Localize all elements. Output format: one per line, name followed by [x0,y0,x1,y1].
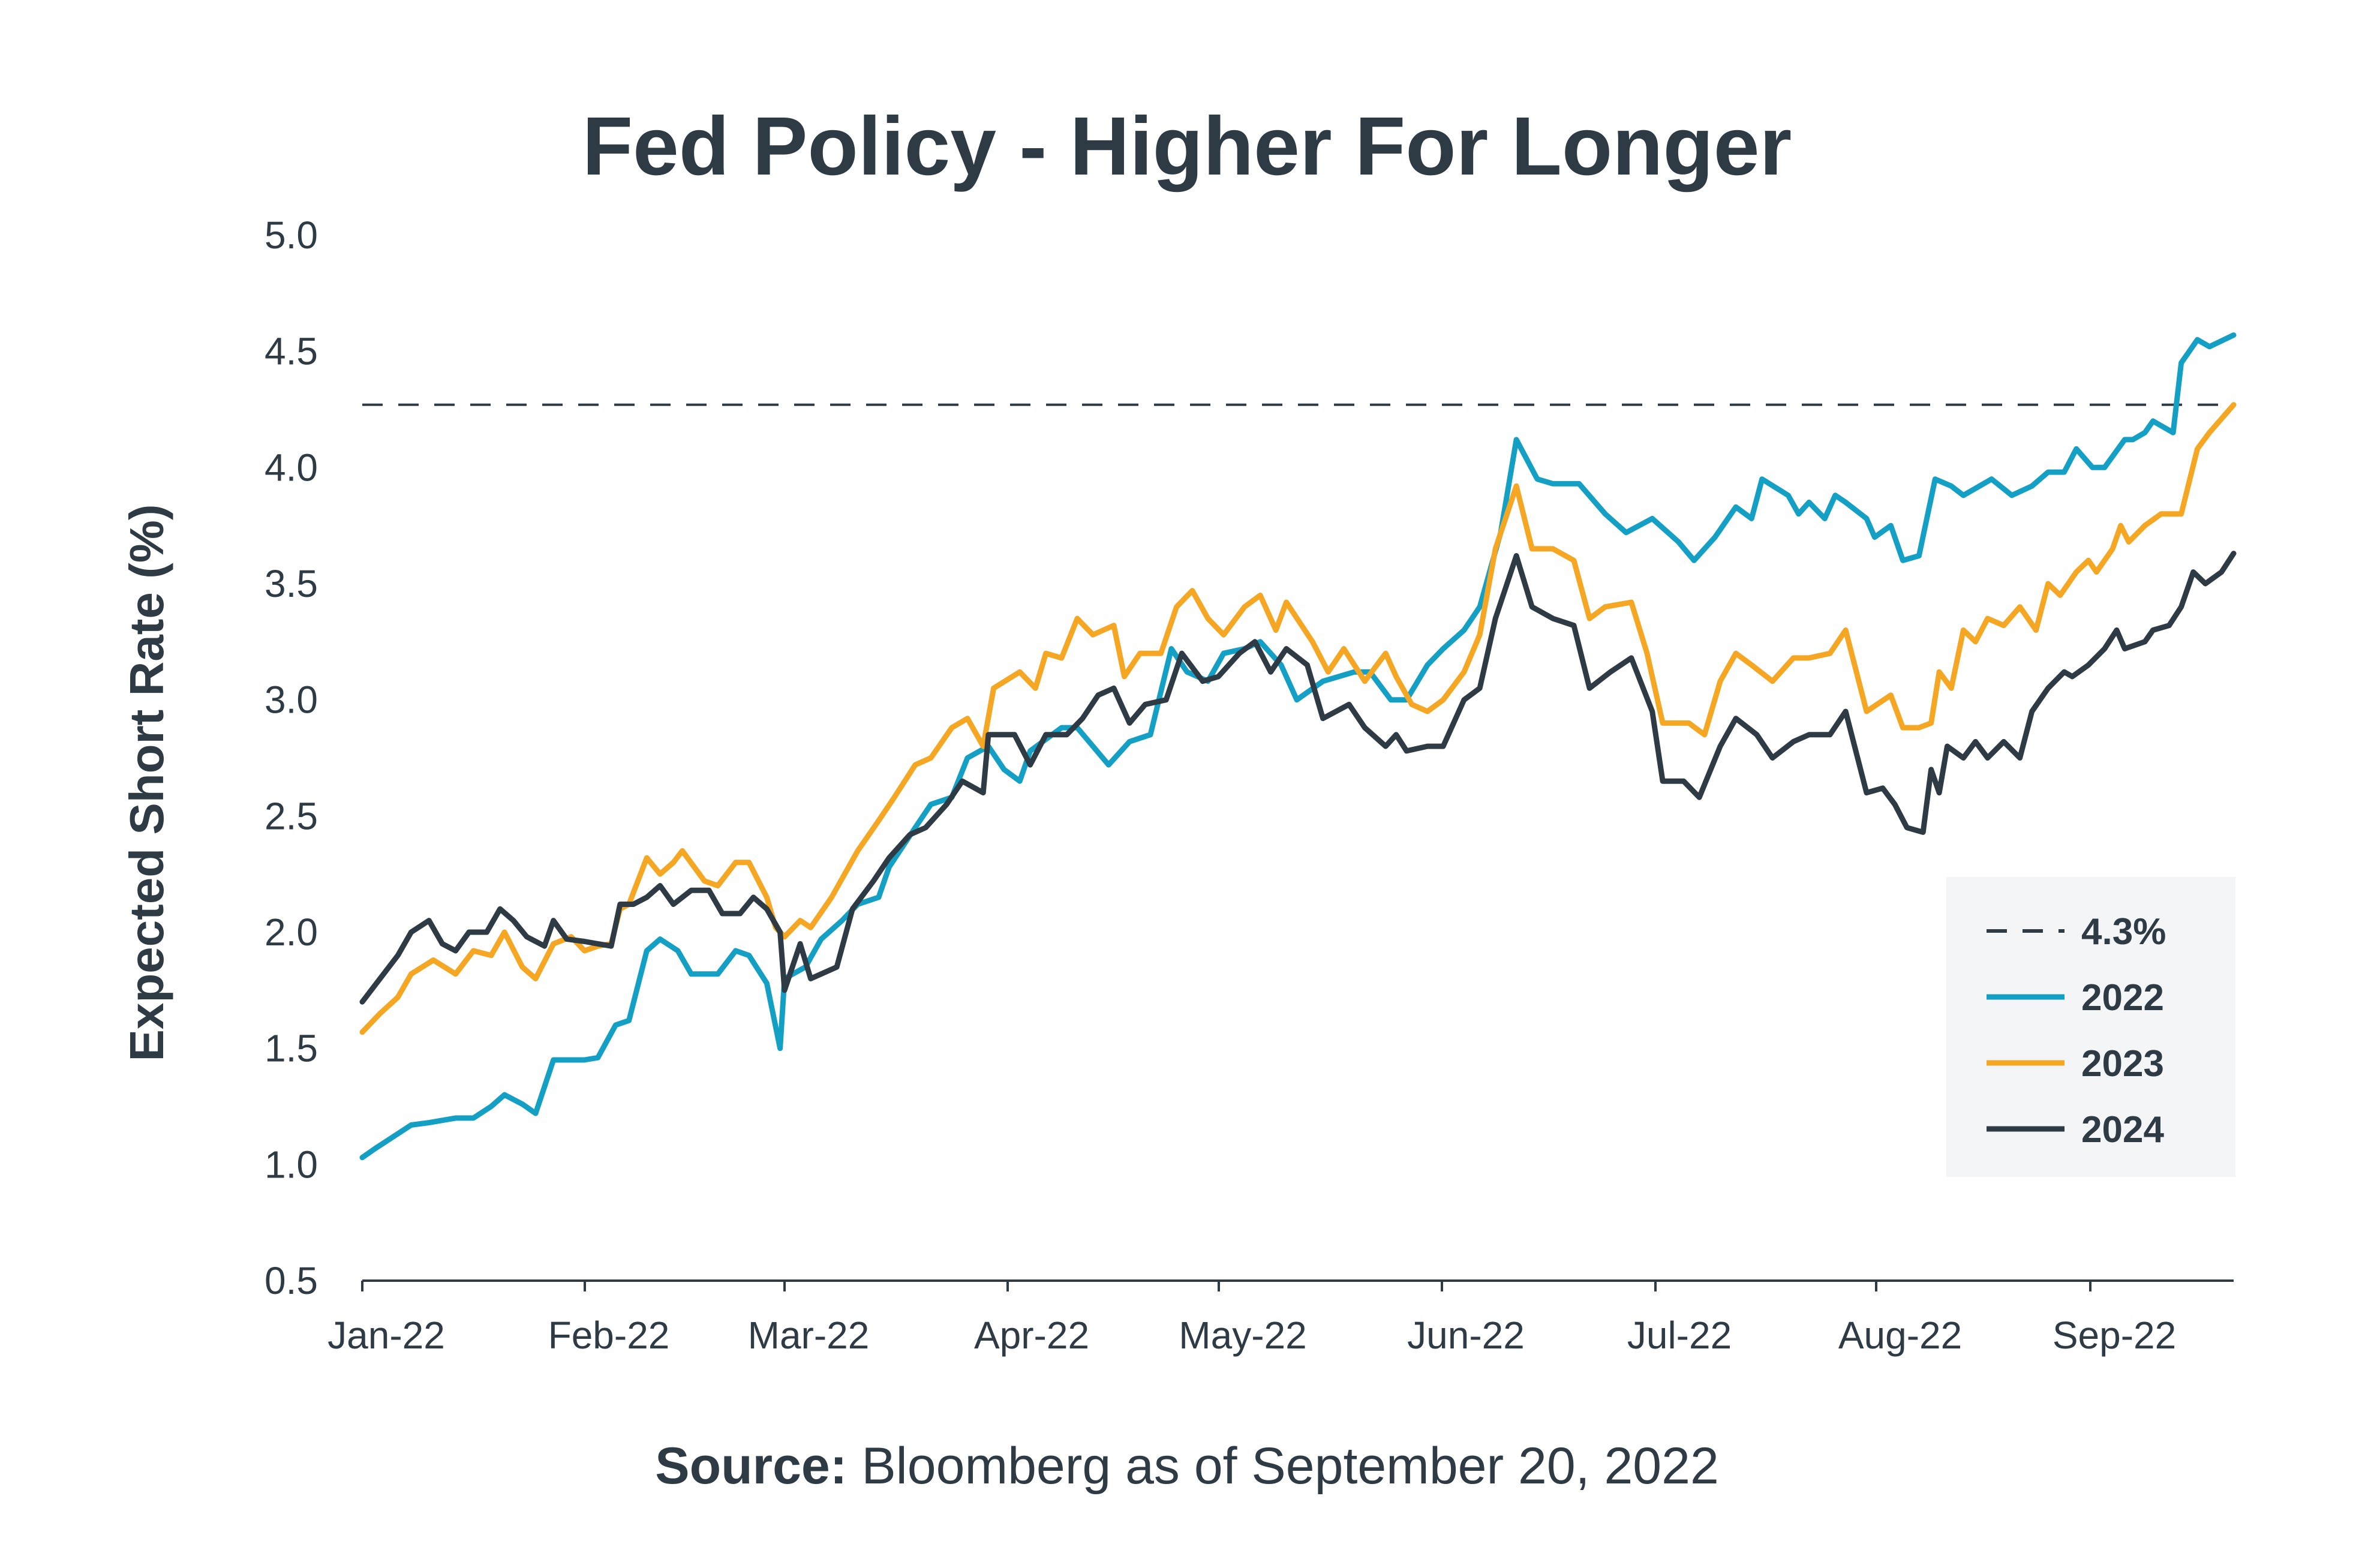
y-tick-label: 2.0 [265,911,318,954]
y-tick-label: 2.5 [265,794,318,837]
y-tick-label: 3.5 [265,562,318,605]
x-tick-label: Jun-22 [1407,1314,1525,1357]
x-tick-label: May-22 [1179,1314,1306,1357]
source-text: Bloomberg as of September 20, 2022 [861,1437,1719,1495]
y-tick-label: 4.0 [265,446,318,489]
series-line-2022 [359,332,2237,1161]
x-tick-label: Mar-22 [748,1314,870,1357]
legend: 4.3% 2022 2023 2024 [1946,877,2235,1177]
x-tick-label: Feb-22 [548,1314,670,1357]
x-tick-label: Jul-22 [1627,1314,1732,1357]
y-tick-label: 5.0 [265,214,318,257]
legend-label-2022: 2022 [2081,977,2164,1019]
legend-label-2023: 2023 [2081,1043,2164,1085]
x-tick-label: Sep-22 [2053,1314,2176,1357]
y-tick-label: 4.5 [265,330,318,373]
legend-label-4.3%: 4.3% [2081,911,2166,953]
y-tick-label: 3.0 [265,678,318,722]
x-tick-label: Aug-22 [1838,1314,1962,1357]
chart-title: Fed Policy - Higher For Longer [582,100,1792,193]
x-tick-label: Apr-22 [974,1314,1089,1357]
legend-label-2024: 2024 [2081,1109,2164,1151]
source-note: Source: Bloomberg as of September 20, 20… [0,1437,2374,1496]
y-tick-label: 1.5 [265,1027,318,1070]
series-line-2024 [359,551,2237,1005]
source-label: Source: [655,1437,848,1495]
y-tick-label: 0.5 [265,1259,318,1302]
series-lines [359,332,2237,1161]
x-tick-label: Jan-22 [327,1314,445,1357]
series-line-2023 [359,402,2237,1035]
axes: 0.5 1.0 1.5 2.0 2.5 3.0 3.5 4.0 4.5 5.0 Jan-22 Feb-… [265,214,2234,1357]
y-tick-label: 1.0 [265,1143,318,1186]
